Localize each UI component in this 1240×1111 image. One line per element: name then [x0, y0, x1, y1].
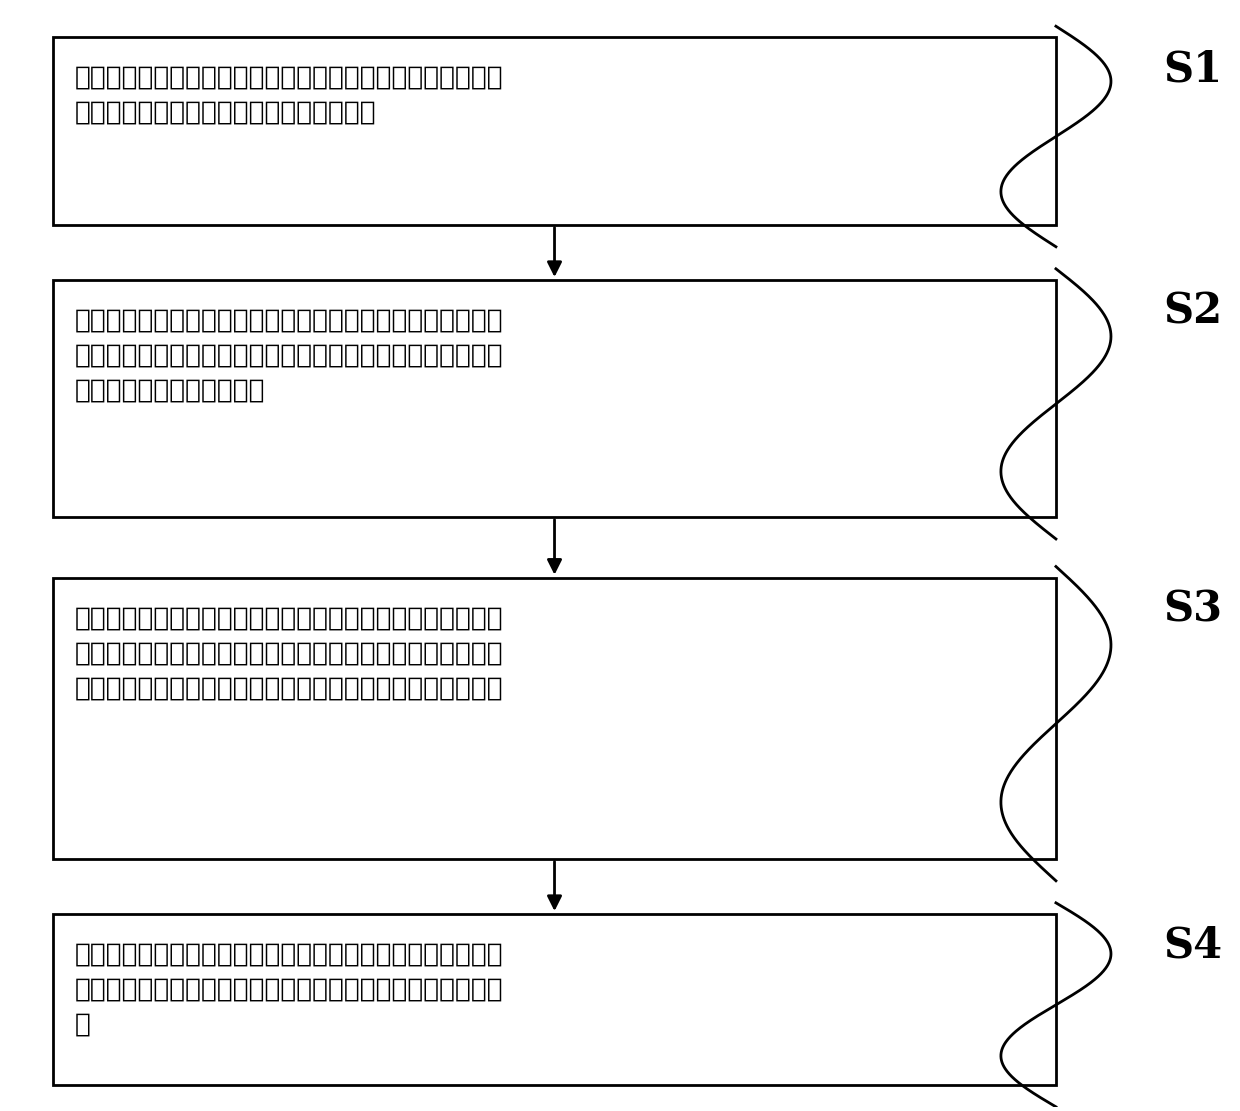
Bar	[53, 280, 1056, 517]
Text: 玩家在牧场基地中购置一块养殖小区域和雇佣牧人，将该养殖
小区域的唯一特征编号与该玩家的账户相绑定，并该玩家的账
户信息传送至控制管理平台: 玩家在牧场基地中购置一块养殖小区域和雇佣牧人，将该养殖 小区域的唯一特征编号与该…	[76, 308, 503, 403]
Text: 玩家由客户端注册建立账户，登录牧场游戏交互系统，向玩家
展示功能子系统在牧场基地的各项操控功能: 玩家由客户端注册建立账户，登录牧场游戏交互系统，向玩家 展示功能子系统在牧场基地…	[76, 64, 503, 126]
Bar	[53, 578, 1056, 859]
Text: S4: S4	[1163, 924, 1223, 967]
Bar	[53, 38, 1056, 224]
Text: 养殖的动物成年或生崽后，则通过控制管理平台将成年的动物
进行公开售卖，或幼崽托管，平台收取中介费或幼崽托管费用
等: 养殖的动物成年或生崽后，则通过控制管理平台将成年的动物 进行公开售卖，或幼崽托管…	[76, 941, 503, 1038]
Text: S1: S1	[1163, 48, 1223, 90]
Text: S2: S2	[1163, 291, 1223, 333]
Text: 通过实时显示功能向玩家展示初始动物幼崽和动物特征信息推
送，进行选择购买，以及购买养殖的粮草；功能子系统提醒用
户防偷防狼，可选择购买锁、购买牧羊犬，或是修复加: 通过实时显示功能向玩家展示初始动物幼崽和动物特征信息推 送，进行选择购买，以及购…	[76, 605, 503, 701]
Text: S3: S3	[1163, 589, 1221, 631]
Bar	[53, 914, 1056, 1084]
